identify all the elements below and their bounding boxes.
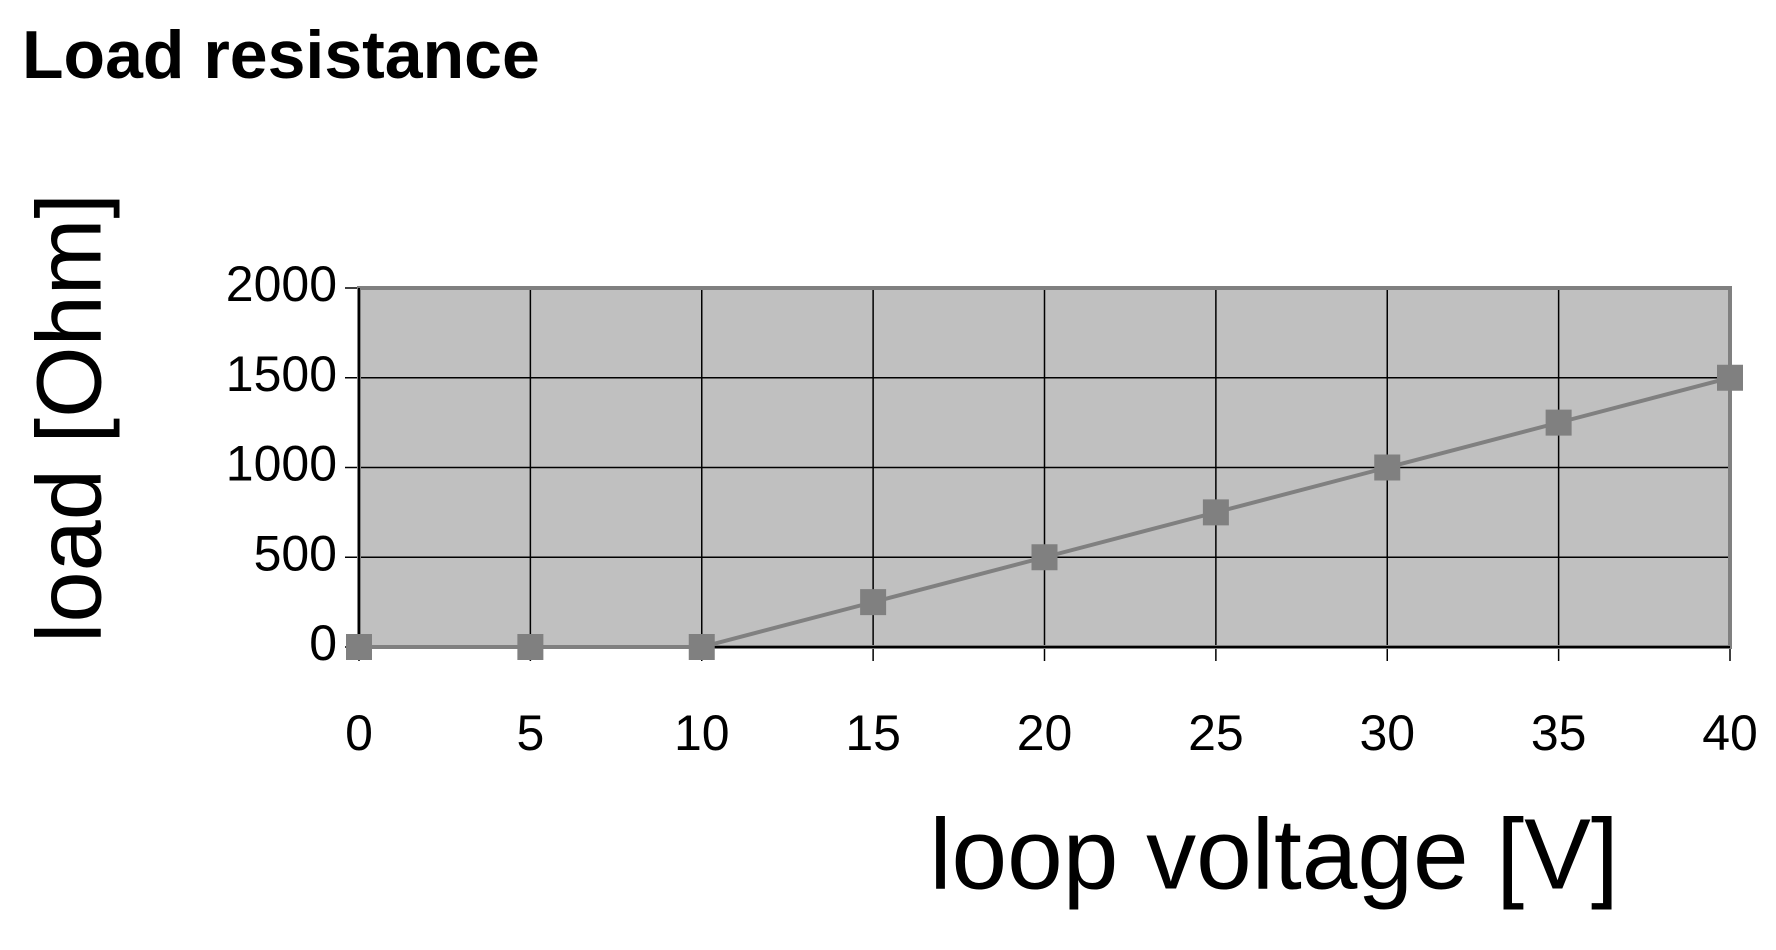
x-tick-label: 15 <box>845 705 901 761</box>
x-tick-label: 30 <box>1359 705 1415 761</box>
data-marker <box>1202 499 1229 526</box>
data-marker <box>1374 454 1401 481</box>
data-marker <box>346 634 372 660</box>
data-marker <box>1031 544 1058 571</box>
y-tick-label: 1000 <box>226 436 337 492</box>
y-tick-label: 2000 <box>226 256 337 312</box>
x-axis-label: loop voltage [V] <box>929 798 1618 910</box>
chart-title: Load resistance <box>22 17 540 93</box>
x-tick-label: 35 <box>1531 705 1587 761</box>
x-tick-label: 5 <box>516 705 544 761</box>
data-marker <box>1545 409 1572 436</box>
data-marker <box>1717 364 1743 391</box>
x-tick-label: 10 <box>674 705 730 761</box>
x-tick-label: 25 <box>1188 705 1244 761</box>
x-tick-label: 20 <box>1017 705 1073 761</box>
y-axis-label: load [Ohm] <box>18 193 120 643</box>
data-marker <box>860 589 887 616</box>
y-tick-label: 500 <box>254 525 337 581</box>
y-tick-label: 0 <box>309 615 337 671</box>
data-marker <box>517 634 544 660</box>
y-tick-label: 1500 <box>226 346 337 402</box>
data-marker <box>688 634 715 660</box>
x-tick-label: 40 <box>1702 705 1758 761</box>
x-tick-label: 0 <box>345 705 373 761</box>
